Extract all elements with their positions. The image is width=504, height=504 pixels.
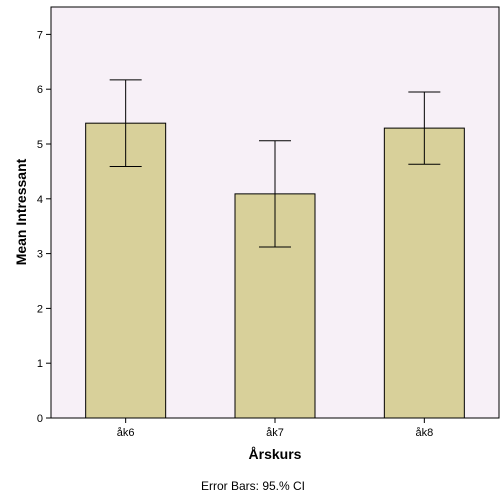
x-tick-label: åk7 xyxy=(266,427,284,439)
bar-åk6 xyxy=(85,122,167,419)
y-axis-title: Mean Intressant xyxy=(13,158,29,265)
y-tick-label: 6 xyxy=(37,84,43,96)
x-tick-label: åk8 xyxy=(415,427,433,439)
bar-åk8 xyxy=(383,127,465,419)
error-bar-åk8 xyxy=(408,91,441,165)
error-bar-åk7 xyxy=(259,140,291,248)
error-bar-åk6 xyxy=(109,79,142,167)
error-bars-note: Error Bars: 95.% CI xyxy=(201,479,305,493)
x-axis: åk6 åk7 åk8 xyxy=(117,418,433,439)
y-tick-label: 2 xyxy=(37,303,43,315)
bars xyxy=(85,122,465,419)
y-tick-label: 3 xyxy=(37,249,43,261)
x-tick-label: åk6 xyxy=(117,427,135,439)
error-bars xyxy=(109,79,441,248)
x-axis-title: Årskurs xyxy=(249,446,302,462)
y-tick-label: 0 xyxy=(37,413,43,425)
y-axis: 0 1 2 3 4 5 6 7 xyxy=(37,29,51,425)
y-tick-label: 4 xyxy=(37,194,43,206)
y-tick-label: 1 xyxy=(37,358,43,370)
y-tick-label: 7 xyxy=(37,29,43,41)
y-tick-label: 5 xyxy=(37,139,43,151)
